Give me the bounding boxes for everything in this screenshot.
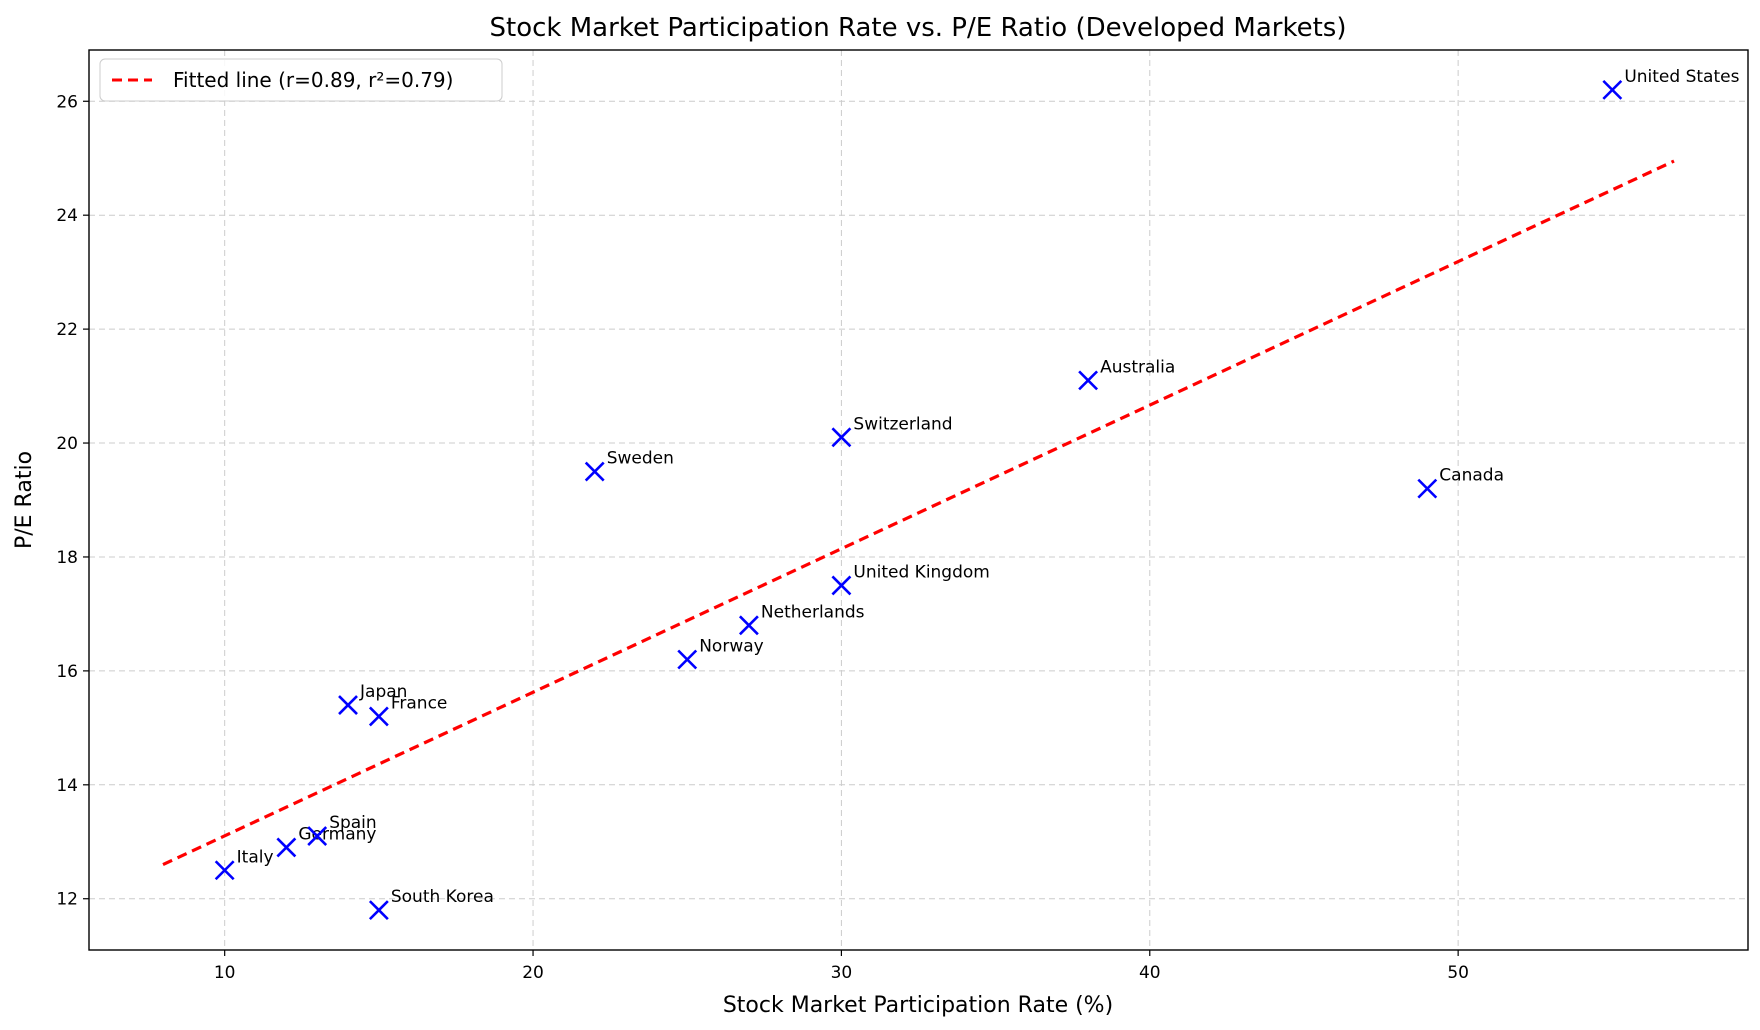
data-point: France <box>368 693 448 727</box>
y-tick-label: 24 <box>56 206 78 226</box>
point-marker-stroke <box>1078 370 1099 391</box>
x-tick-label: 20 <box>522 963 544 983</box>
data-point: Sweden <box>584 449 674 482</box>
point-marker-stroke <box>1602 79 1623 100</box>
point-marker-stroke <box>738 615 759 636</box>
chart-title: Stock Market Participation Rate vs. P/E … <box>490 13 1347 43</box>
data-point: Spain <box>307 813 377 846</box>
point-label: Germany <box>298 824 376 844</box>
point-marker-stroke <box>1417 478 1438 499</box>
point-label: France <box>391 693 448 713</box>
data-point: Netherlands <box>738 602 865 636</box>
y-tick-label: 22 <box>56 320 78 340</box>
point-marker-stroke <box>677 649 698 670</box>
point-label: Japan <box>359 682 407 702</box>
fitted-line <box>162 159 1675 867</box>
point-marker-stroke <box>584 461 605 482</box>
y-tick-label: 12 <box>56 890 78 910</box>
point-marker-stroke <box>338 695 358 715</box>
point-label: Switzerland <box>853 414 952 434</box>
y-tick-label: 20 <box>56 434 78 454</box>
legend: Fitted line (r=0.89, r²=0.79) <box>99 58 503 102</box>
point-label: Australia <box>1100 357 1175 377</box>
point-marker-stroke <box>214 860 235 881</box>
data-point: United States <box>1602 67 1740 100</box>
data-point: Italy <box>214 847 274 881</box>
point-label: Canada <box>1439 466 1504 486</box>
point-label: Italy <box>237 847 274 867</box>
data-point: Switzerland <box>831 414 953 448</box>
point-label: United Kingdom <box>853 562 989 582</box>
fit-line-layer <box>162 159 1675 867</box>
x-axis-label: Stock Market Participation Rate (%) <box>723 993 1113 1018</box>
data-point: Canada <box>1417 466 1504 499</box>
legend-label: Fitted line (r=0.89, r²=0.79) <box>173 68 453 92</box>
x-tick-label: 50 <box>1447 963 1469 983</box>
data-point: South Korea <box>368 887 494 921</box>
tick-layer: 10 20 30 40 50 12 14 16 18 20 22 24 26 <box>56 92 1469 983</box>
x-tick-label: 30 <box>831 963 853 983</box>
data-point: Australia <box>1078 357 1175 391</box>
point-label: Sweden <box>607 449 674 469</box>
y-tick-label: 16 <box>56 662 78 682</box>
point-label: Spain <box>329 813 377 833</box>
grid <box>89 50 1748 950</box>
point-label: United States <box>1624 67 1739 87</box>
y-tick-label: 14 <box>56 776 78 796</box>
point-marker-stroke <box>831 575 852 596</box>
y-axis-label: P/E Ratio <box>12 451 37 549</box>
point-marker-stroke <box>831 427 852 448</box>
data-point: Norway <box>677 636 764 670</box>
point-marker-stroke <box>368 706 389 727</box>
x-tick-label: 40 <box>1139 963 1161 983</box>
data-point: Japan <box>338 682 407 715</box>
point-label: Netherlands <box>761 602 865 622</box>
legend-box <box>99 58 503 102</box>
point-label: Norway <box>699 636 764 656</box>
point-marker-stroke <box>276 837 297 858</box>
point-marker-stroke <box>368 900 389 921</box>
point-label: South Korea <box>391 887 494 907</box>
data-point: United Kingdom <box>831 562 990 596</box>
y-tick-label: 26 <box>56 92 78 112</box>
x-tick-label: 10 <box>214 963 236 983</box>
point-marker-stroke <box>307 826 328 846</box>
y-tick-label: 18 <box>56 548 78 568</box>
plot-frame <box>88 49 1749 951</box>
data-point: Germany <box>276 824 376 858</box>
